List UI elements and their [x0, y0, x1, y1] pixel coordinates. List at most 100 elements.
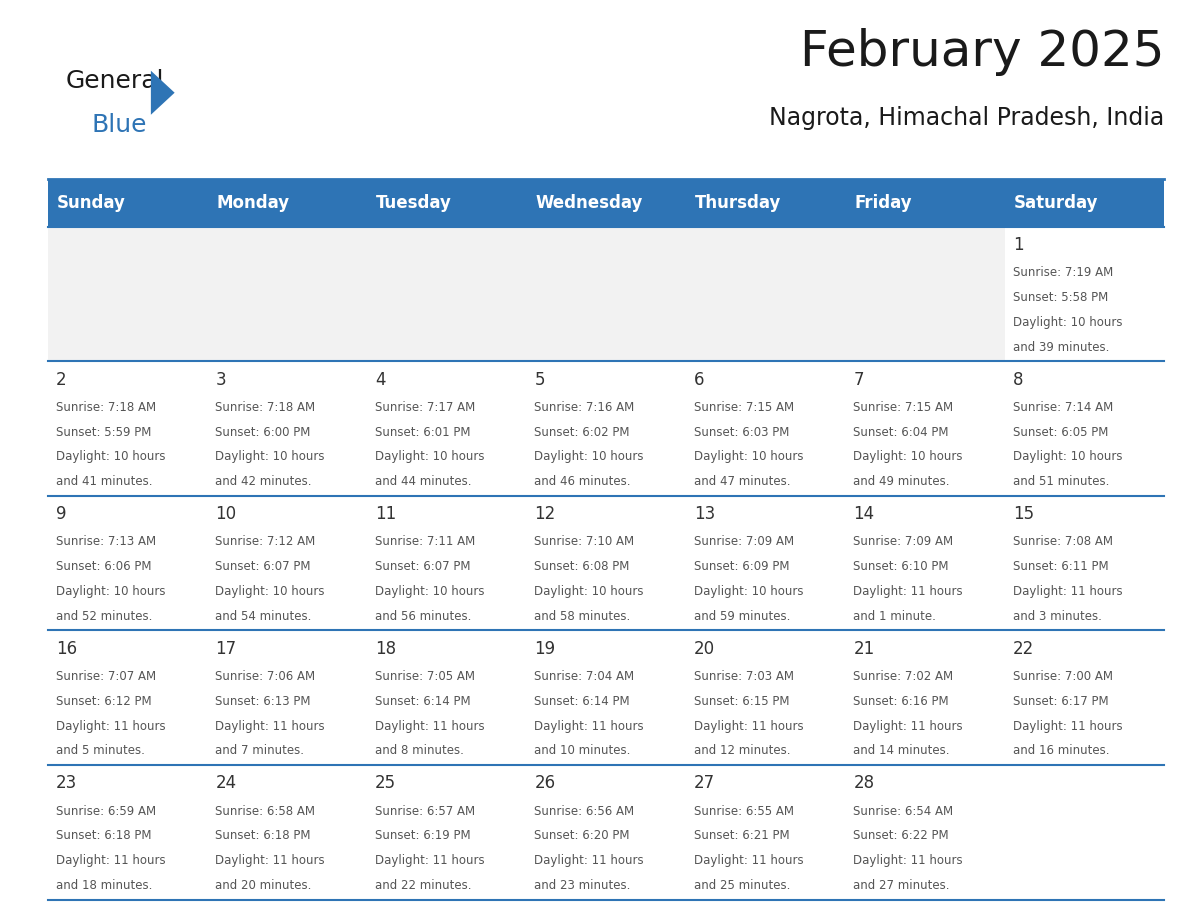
Text: Thursday: Thursday	[695, 194, 782, 212]
Text: 27: 27	[694, 774, 715, 792]
Text: Sunset: 6:17 PM: Sunset: 6:17 PM	[1013, 695, 1108, 708]
Text: Sunset: 6:22 PM: Sunset: 6:22 PM	[853, 829, 949, 843]
Text: Sunset: 6:14 PM: Sunset: 6:14 PM	[535, 695, 630, 708]
Text: 14: 14	[853, 505, 874, 523]
Text: and 27 minutes.: and 27 minutes.	[853, 879, 950, 892]
Text: Sunset: 6:07 PM: Sunset: 6:07 PM	[375, 560, 470, 573]
Text: Daylight: 11 hours: Daylight: 11 hours	[375, 720, 485, 733]
Text: Sunset: 6:18 PM: Sunset: 6:18 PM	[56, 829, 151, 843]
Text: 12: 12	[535, 505, 556, 523]
Text: Sunrise: 7:02 AM: Sunrise: 7:02 AM	[853, 670, 954, 683]
Text: and 5 minutes.: and 5 minutes.	[56, 744, 145, 757]
Text: Sunrise: 7:18 AM: Sunrise: 7:18 AM	[56, 401, 156, 414]
Text: Daylight: 10 hours: Daylight: 10 hours	[56, 585, 165, 598]
Bar	[845, 227, 1005, 362]
Text: and 44 minutes.: and 44 minutes.	[375, 476, 472, 488]
Text: Sunset: 6:01 PM: Sunset: 6:01 PM	[375, 426, 470, 439]
Text: Sunrise: 7:05 AM: Sunrise: 7:05 AM	[375, 670, 475, 683]
Text: Sunset: 6:10 PM: Sunset: 6:10 PM	[853, 560, 949, 573]
Text: Sunset: 6:13 PM: Sunset: 6:13 PM	[215, 695, 311, 708]
Text: Nagrota, Himachal Pradesh, India: Nagrota, Himachal Pradesh, India	[769, 106, 1164, 129]
Text: Daylight: 11 hours: Daylight: 11 hours	[535, 720, 644, 733]
Text: 25: 25	[375, 774, 396, 792]
Text: Sunset: 6:00 PM: Sunset: 6:00 PM	[215, 426, 311, 439]
Text: 20: 20	[694, 640, 715, 657]
Text: Sunset: 6:14 PM: Sunset: 6:14 PM	[375, 695, 470, 708]
Text: 9: 9	[56, 505, 67, 523]
Text: Sunrise: 7:03 AM: Sunrise: 7:03 AM	[694, 670, 794, 683]
Text: 24: 24	[215, 774, 236, 792]
Text: Sunrise: 7:11 AM: Sunrise: 7:11 AM	[375, 535, 475, 548]
Text: Sunrise: 7:13 AM: Sunrise: 7:13 AM	[56, 535, 156, 548]
Text: Blue: Blue	[91, 113, 147, 137]
Text: Sunrise: 7:00 AM: Sunrise: 7:00 AM	[1013, 670, 1113, 683]
Text: 19: 19	[535, 640, 556, 657]
Text: Daylight: 11 hours: Daylight: 11 hours	[56, 720, 165, 733]
Text: 17: 17	[215, 640, 236, 657]
Text: Daylight: 10 hours: Daylight: 10 hours	[1013, 451, 1123, 464]
Text: Sunrise: 6:57 AM: Sunrise: 6:57 AM	[375, 804, 475, 818]
Text: Daylight: 10 hours: Daylight: 10 hours	[215, 585, 324, 598]
Bar	[48, 179, 1164, 227]
Text: 16: 16	[56, 640, 77, 657]
Text: and 18 minutes.: and 18 minutes.	[56, 879, 152, 892]
Text: Sunrise: 7:16 AM: Sunrise: 7:16 AM	[535, 401, 634, 414]
Text: Sunrise: 7:12 AM: Sunrise: 7:12 AM	[215, 535, 316, 548]
Text: Daylight: 10 hours: Daylight: 10 hours	[215, 451, 324, 464]
Text: Daylight: 11 hours: Daylight: 11 hours	[853, 854, 963, 868]
Text: Sunset: 6:15 PM: Sunset: 6:15 PM	[694, 695, 790, 708]
Text: 5: 5	[535, 371, 545, 388]
Text: 23: 23	[56, 774, 77, 792]
Text: and 3 minutes.: and 3 minutes.	[1013, 610, 1102, 622]
Polygon shape	[151, 71, 175, 115]
Text: and 56 minutes.: and 56 minutes.	[375, 610, 472, 622]
Text: Daylight: 11 hours: Daylight: 11 hours	[1013, 585, 1123, 598]
Text: Daylight: 11 hours: Daylight: 11 hours	[694, 720, 803, 733]
Text: 22: 22	[1013, 640, 1035, 657]
Text: Sunset: 6:04 PM: Sunset: 6:04 PM	[853, 426, 949, 439]
Bar	[207, 227, 367, 362]
Text: Sunrise: 6:56 AM: Sunrise: 6:56 AM	[535, 804, 634, 818]
Text: Sunday: Sunday	[57, 194, 126, 212]
Text: Sunrise: 7:09 AM: Sunrise: 7:09 AM	[694, 535, 794, 548]
Text: and 46 minutes.: and 46 minutes.	[535, 476, 631, 488]
Text: Sunset: 6:16 PM: Sunset: 6:16 PM	[853, 695, 949, 708]
Text: 7: 7	[853, 371, 864, 388]
Bar	[48, 227, 207, 362]
Text: Sunrise: 7:10 AM: Sunrise: 7:10 AM	[535, 535, 634, 548]
Text: Sunrise: 7:14 AM: Sunrise: 7:14 AM	[1013, 401, 1113, 414]
Text: Sunset: 6:06 PM: Sunset: 6:06 PM	[56, 560, 151, 573]
Text: Sunrise: 7:15 AM: Sunrise: 7:15 AM	[853, 401, 954, 414]
Text: and 22 minutes.: and 22 minutes.	[375, 879, 472, 892]
Text: Sunset: 6:20 PM: Sunset: 6:20 PM	[535, 829, 630, 843]
Text: and 41 minutes.: and 41 minutes.	[56, 476, 152, 488]
Text: 4: 4	[375, 371, 385, 388]
Text: and 51 minutes.: and 51 minutes.	[1013, 476, 1110, 488]
Bar	[367, 227, 526, 362]
Text: 11: 11	[375, 505, 396, 523]
Text: Sunrise: 7:17 AM: Sunrise: 7:17 AM	[375, 401, 475, 414]
Text: Tuesday: Tuesday	[377, 194, 451, 212]
Text: Daylight: 11 hours: Daylight: 11 hours	[215, 720, 326, 733]
Text: 21: 21	[853, 640, 874, 657]
Text: Daylight: 10 hours: Daylight: 10 hours	[375, 451, 485, 464]
Text: and 20 minutes.: and 20 minutes.	[215, 879, 311, 892]
Text: Saturday: Saturday	[1015, 194, 1099, 212]
Text: Daylight: 11 hours: Daylight: 11 hours	[853, 585, 963, 598]
Text: and 23 minutes.: and 23 minutes.	[535, 879, 631, 892]
Text: and 59 minutes.: and 59 minutes.	[694, 610, 790, 622]
Text: and 12 minutes.: and 12 minutes.	[694, 744, 790, 757]
Text: Daylight: 10 hours: Daylight: 10 hours	[535, 451, 644, 464]
Bar	[526, 227, 685, 362]
Text: Sunset: 6:09 PM: Sunset: 6:09 PM	[694, 560, 790, 573]
Text: Sunrise: 7:07 AM: Sunrise: 7:07 AM	[56, 670, 156, 683]
Text: and 25 minutes.: and 25 minutes.	[694, 879, 790, 892]
Text: Sunrise: 7:18 AM: Sunrise: 7:18 AM	[215, 401, 316, 414]
Text: Sunset: 6:05 PM: Sunset: 6:05 PM	[1013, 426, 1108, 439]
Text: and 58 minutes.: and 58 minutes.	[535, 610, 631, 622]
Text: and 8 minutes.: and 8 minutes.	[375, 744, 463, 757]
Text: Daylight: 10 hours: Daylight: 10 hours	[375, 585, 485, 598]
Text: Daylight: 10 hours: Daylight: 10 hours	[1013, 316, 1123, 329]
Text: Sunrise: 7:15 AM: Sunrise: 7:15 AM	[694, 401, 794, 414]
Text: Sunrise: 6:59 AM: Sunrise: 6:59 AM	[56, 804, 156, 818]
